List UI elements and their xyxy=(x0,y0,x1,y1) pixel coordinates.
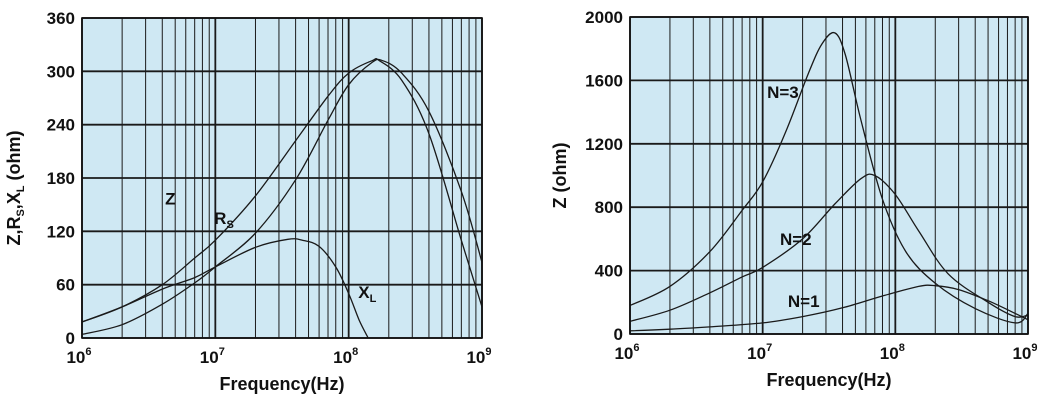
series-label-z: Z xyxy=(165,190,175,209)
y-tick-label: 360 xyxy=(47,9,75,28)
series-group xyxy=(629,31,1029,332)
x-tick-label: 106 xyxy=(614,342,639,363)
x-axis-label: Frequency(Hz) xyxy=(219,374,344,394)
x-tick-label: 109 xyxy=(1012,342,1037,363)
y-tick-label: 0 xyxy=(614,325,623,344)
y-tick-label: 60 xyxy=(56,276,75,295)
series-label-xl: XL xyxy=(358,283,376,305)
series-label-n-2: N=2 xyxy=(780,230,812,249)
chart-2: N=3 N=2 N=1 106 107 108 109 0 400 800 1200 1600 2000… xyxy=(550,8,1038,390)
series-label-rs: RS xyxy=(214,209,234,231)
x-tick-label: 108 xyxy=(880,342,905,363)
y-axis-label: Z (ohm) xyxy=(550,143,570,209)
series-label-n-3: N=3 xyxy=(767,83,799,102)
x-axis-label: Frequency(Hz) xyxy=(766,370,891,390)
y-tick-label: 1200 xyxy=(585,135,623,154)
y-tick-label: 120 xyxy=(47,222,75,241)
series-line-rs xyxy=(81,58,483,336)
y-tick-label: 0 xyxy=(66,329,75,348)
x-tick-label: 109 xyxy=(466,346,491,367)
y-tick-label: 1600 xyxy=(585,71,623,90)
plot-area xyxy=(630,17,1028,334)
plot-frame xyxy=(81,17,483,339)
series-group xyxy=(81,58,483,339)
y-tick-label: 300 xyxy=(47,62,75,81)
y-tick-label: 240 xyxy=(47,116,75,135)
x-tick-label: 107 xyxy=(200,346,225,367)
y-axis-label: Z,RS,XL (ohm) xyxy=(4,130,27,245)
y-tick-label: 2000 xyxy=(585,8,623,27)
series-line-n-2 xyxy=(629,173,1029,322)
plot-frame xyxy=(629,16,1029,335)
y-tick-label: 400 xyxy=(595,262,623,281)
y-tick-label: 180 xyxy=(47,169,75,188)
series-line-z xyxy=(81,58,483,323)
x-tick-label: 108 xyxy=(333,346,358,367)
series-line-n-3 xyxy=(629,31,1029,324)
series-line-xl xyxy=(81,238,369,339)
x-tick-label: 106 xyxy=(66,346,91,367)
chart-1: Z RS XL 106 107 108 109 0 60 120 180 240 300 360 Frequ… xyxy=(4,9,492,394)
y-tick-label: 800 xyxy=(595,198,623,217)
series-label-n-1: N=1 xyxy=(788,292,820,311)
x-tick-label: 107 xyxy=(747,342,772,363)
series-line-n-1 xyxy=(629,284,1029,332)
